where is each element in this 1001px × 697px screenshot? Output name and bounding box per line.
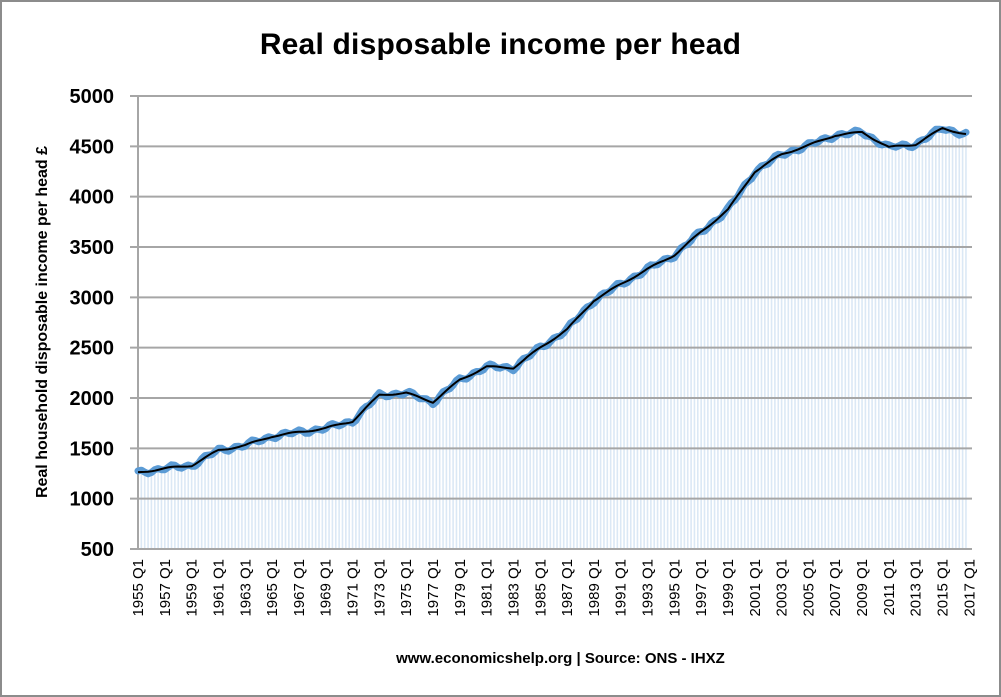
svg-text:2500: 2500 [70, 338, 115, 360]
svg-text:3000: 3000 [70, 287, 115, 309]
svg-text:4500: 4500 [70, 136, 115, 158]
svg-text:1977 Q1: 1977 Q1 [425, 559, 442, 617]
svg-text:1985 Q1: 1985 Q1 [532, 559, 549, 617]
svg-text:3500: 3500 [70, 237, 115, 259]
svg-text:1967 Q1: 1967 Q1 [291, 559, 308, 617]
svg-text:1957 Q1: 1957 Q1 [157, 559, 174, 617]
svg-text:1991 Q1: 1991 Q1 [613, 559, 630, 617]
svg-text:1993 Q1: 1993 Q1 [640, 559, 657, 617]
svg-text:2001 Q1: 2001 Q1 [747, 559, 764, 617]
area-bars [137, 129, 967, 549]
x-axis-ticks: 1955 Q1 1957 Q1 1959 Q1 1961 Q1 1963 Q1 1965 … [130, 559, 978, 617]
source-credit: www.economicshelp.org | Source: ONS - IH… [396, 650, 725, 667]
svg-text:1500: 1500 [70, 438, 115, 460]
svg-text:1000: 1000 [70, 489, 115, 511]
y-axis-ticks: 500 1000 1500 2000 2500 3000 3500 4000 4500 5000 [70, 86, 115, 561]
svg-text:1965 Q1: 1965 Q1 [264, 559, 281, 617]
svg-text:1999 Q1: 1999 Q1 [720, 559, 737, 617]
svg-text:2007 Q1: 2007 Q1 [827, 559, 844, 617]
svg-text:5000: 5000 [70, 86, 115, 108]
svg-text:1981 Q1: 1981 Q1 [479, 559, 496, 617]
gridlines [130, 95, 972, 550]
svg-text:2015 Q1: 2015 Q1 [935, 559, 952, 617]
svg-text:2005 Q1: 2005 Q1 [800, 559, 817, 617]
svg-text:500: 500 [81, 539, 114, 561]
svg-text:1963 Q1: 1963 Q1 [237, 559, 254, 617]
data-line-smoothed [137, 127, 967, 474]
svg-text:1983 Q1: 1983 Q1 [505, 559, 522, 617]
svg-text:1975 Q1: 1975 Q1 [398, 559, 415, 617]
svg-text:1987 Q1: 1987 Q1 [559, 559, 576, 617]
svg-text:2011 Q1: 2011 Q1 [881, 559, 898, 615]
svg-text:1959 Q1: 1959 Q1 [184, 559, 201, 617]
svg-text:1969 Q1: 1969 Q1 [318, 559, 335, 617]
chart-title: Real disposable income per head [259, 28, 742, 61]
svg-text:4000: 4000 [70, 187, 115, 209]
svg-text:1997 Q1: 1997 Q1 [693, 559, 710, 617]
svg-text:1995 Q1: 1995 Q1 [666, 559, 683, 617]
svg-text:1979 Q1: 1979 Q1 [452, 559, 469, 617]
svg-text:2003 Q1: 2003 Q1 [774, 559, 791, 617]
svg-text:2013 Q1: 2013 Q1 [908, 559, 925, 617]
svg-text:1971 Q1: 1971 Q1 [345, 559, 362, 617]
svg-text:2009 Q1: 2009 Q1 [854, 559, 871, 617]
svg-text:1961 Q1: 1961 Q1 [210, 559, 227, 617]
svg-text:2017 Q1: 2017 Q1 [961, 559, 978, 617]
svg-text:2000: 2000 [70, 388, 115, 410]
svg-text:1973 Q1: 1973 Q1 [371, 559, 388, 617]
svg-text:1955 Q1: 1955 Q1 [130, 559, 147, 617]
svg-text:1989 Q1: 1989 Q1 [586, 559, 603, 617]
